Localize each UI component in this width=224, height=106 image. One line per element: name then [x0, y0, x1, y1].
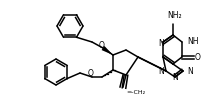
- Text: NH₂: NH₂: [168, 11, 182, 20]
- Text: O: O: [99, 40, 105, 50]
- Text: NH: NH: [187, 38, 198, 47]
- Text: N: N: [187, 68, 193, 77]
- Text: =­CH₂: =­CH₂: [126, 89, 145, 95]
- Text: O: O: [88, 70, 94, 79]
- Text: N: N: [172, 73, 178, 82]
- Text: N: N: [158, 68, 164, 77]
- Polygon shape: [101, 46, 113, 55]
- Text: N: N: [158, 38, 164, 47]
- Text: O: O: [195, 52, 201, 61]
